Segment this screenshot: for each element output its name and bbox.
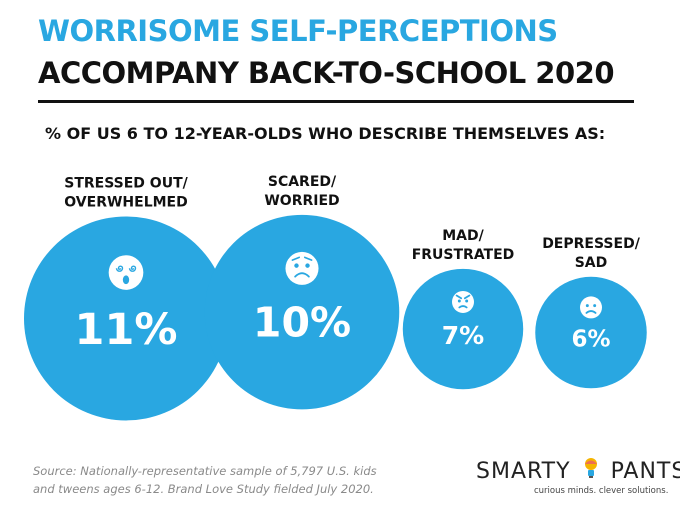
value-label: 7% (442, 321, 484, 350)
smarty-pants-logo: SMARTY PANTS curious minds. clever solut… (472, 455, 680, 505)
sad-face-icon (580, 296, 602, 319)
title-line-2: ACCOMPANY BACK-TO-SCHOOL 2020 (38, 56, 615, 90)
source-line-2: and tweens ages 6-12. Brand Love Study f… (33, 482, 374, 496)
source-note: Source: Nationally-representative sample… (33, 462, 413, 498)
category-label: MAD/ (442, 228, 484, 244)
bubble-group: DEPRESSED/SAD 6% (535, 236, 647, 389)
lightbulb-icon (584, 458, 597, 478)
logo-tagline: curious minds. clever solutions. (534, 486, 669, 496)
logo-word-smarty: SMARTY (476, 459, 571, 484)
category-label: WORRIED (264, 193, 339, 209)
worried-face-icon (285, 251, 319, 285)
value-label: 11% (75, 305, 178, 355)
chart-subtitle: % OF US 6 TO 12-YEAR-OLDS WHO DESCRIBE T… (45, 124, 606, 143)
value-label: 6% (571, 326, 610, 352)
logo-word-pants: PANTS (610, 459, 680, 484)
category-label: OVERWHELMED (64, 194, 187, 210)
bubble-group: MAD/FRUSTRATED 7% (402, 228, 524, 390)
bubble-mark (535, 276, 647, 389)
category-label: SAD (575, 255, 608, 271)
dizzy-face-icon (108, 255, 144, 290)
title-line-1: WORRISOME SELF-PERCEPTIONS (38, 14, 558, 48)
bubble-mark (402, 268, 524, 390)
title-divider (38, 100, 634, 103)
bubble-mark (24, 216, 228, 421)
bubble-group: STRESSED OUT/OVERWHELMED 11% (24, 175, 228, 421)
value-label: 10% (253, 298, 351, 346)
category-label: SCARED/ (268, 174, 337, 190)
category-label: FRUSTRATED (412, 247, 515, 263)
bubble-group: SCARED/WORRIED 10% (204, 174, 400, 410)
source-line-1: Source: Nationally-representative sample… (33, 464, 377, 478)
category-label: DEPRESSED/ (542, 236, 641, 252)
category-label: STRESSED OUT/ (64, 175, 188, 191)
logo-wordmark: SMARTY PANTS (476, 455, 680, 484)
angry-face-icon (452, 290, 474, 313)
bubble-mark (204, 214, 400, 410)
